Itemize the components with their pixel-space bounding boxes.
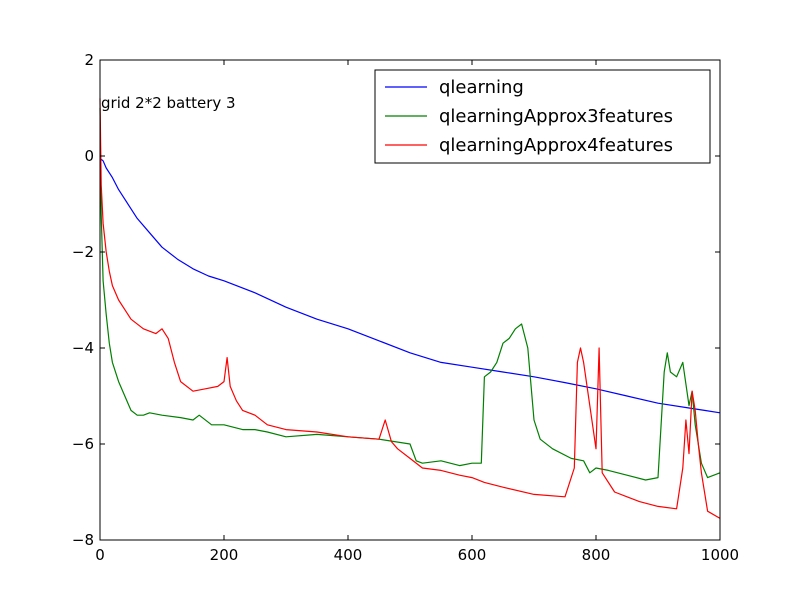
chart-annotation: grid 2*2 battery 3 — [101, 94, 236, 112]
legend: qlearning qlearningApprox3features qlearni… — [374, 69, 711, 164]
legend-box — [374, 69, 711, 164]
x-tick-label: 1000 — [701, 546, 739, 564]
series-line-1 — [99, 157, 721, 414]
legend-label: qlearning — [439, 77, 524, 98]
legend-label: qlearningApprox3features — [439, 106, 673, 127]
x-tick-label: 400 — [334, 546, 363, 564]
x-tick-label: 200 — [210, 546, 239, 564]
y-tick-label: −6 — [72, 435, 94, 453]
series-line-2 — [99, 107, 721, 481]
x-tick-label: 800 — [582, 546, 611, 564]
series-line-3 — [99, 98, 721, 519]
y-tick-label: −8 — [72, 531, 94, 549]
series-layer — [99, 98, 721, 519]
x-tick-label: 600 — [458, 546, 487, 564]
plot-frame — [99, 59, 721, 541]
y-tick-label: −4 — [72, 339, 94, 357]
legend-label: qlearningApprox4features — [439, 135, 673, 156]
y-tick-label: 2 — [84, 51, 94, 69]
y-tick-label: −2 — [72, 243, 94, 261]
ticks-layer: 0 200 400 600 800 1000 2 0 −2 −4 −6 −8 — [72, 51, 739, 564]
y-tick-label: 0 — [84, 147, 94, 165]
x-tick-label: 0 — [95, 546, 105, 564]
